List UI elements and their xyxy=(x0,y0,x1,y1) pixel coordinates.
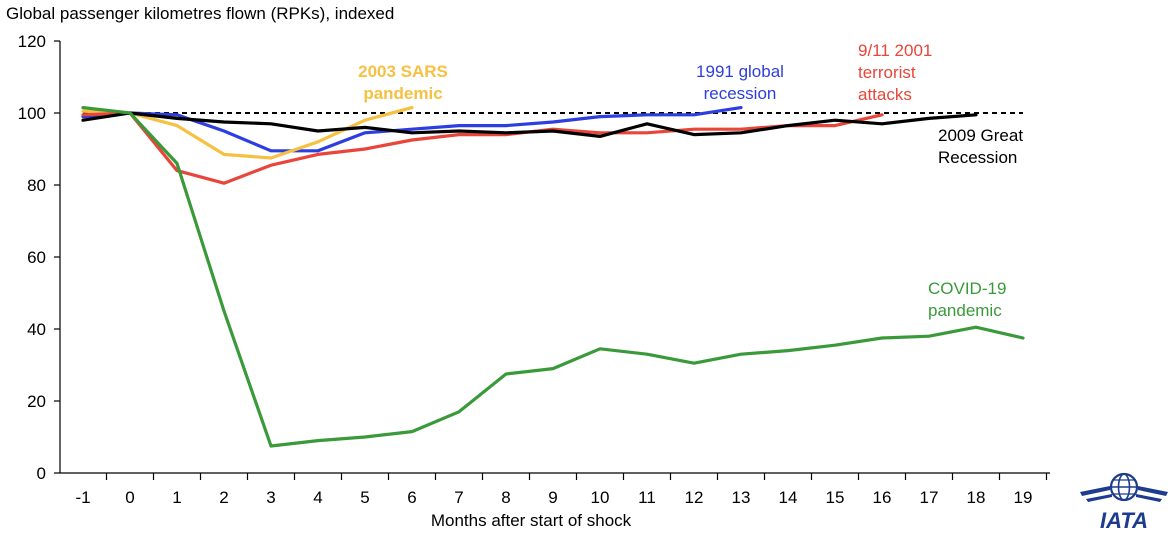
series-label-4: COVID-19 pandemic xyxy=(928,279,1006,320)
series-label-line: pandemic xyxy=(363,84,442,103)
series-label-line: 2009 Great xyxy=(938,126,1023,145)
y-tick-label: 0 xyxy=(37,464,46,483)
y-tick-label: 80 xyxy=(27,176,46,195)
series-label-line: pandemic xyxy=(928,301,1002,320)
x-tick-label: 16 xyxy=(873,488,892,507)
x-tick-label: 19 xyxy=(1014,488,1033,507)
x-tick-label: 8 xyxy=(501,488,510,507)
x-tick-label: 1 xyxy=(172,488,181,507)
x-tick-label: 5 xyxy=(360,488,369,507)
y-tick-label: 100 xyxy=(18,104,46,123)
y-tick-label: 120 xyxy=(18,32,46,51)
iata-logo: IATA xyxy=(1080,472,1168,533)
x-tick-label: 2 xyxy=(219,488,228,507)
series-line-4 xyxy=(81,105,1025,448)
series-layer xyxy=(81,105,1025,448)
x-tick-label: 4 xyxy=(313,488,322,507)
series-label-line: 1991 global xyxy=(696,62,784,81)
x-tick-label: 0 xyxy=(125,488,134,507)
x-tick-label: 11 xyxy=(638,488,656,507)
y-tick-label: 60 xyxy=(27,248,46,267)
series-label-line: Recession xyxy=(938,148,1017,167)
x-tick-label: 15 xyxy=(826,488,845,507)
x-tick-label: 6 xyxy=(407,488,416,507)
series-label-1: 1991 global recession xyxy=(696,62,784,103)
x-tick-label: 3 xyxy=(266,488,275,507)
x-tick-label: 12 xyxy=(685,488,704,507)
x-tick-label: 7 xyxy=(454,488,463,507)
iata-logo-text: IATA xyxy=(1100,508,1148,533)
series-label-line: COVID-19 xyxy=(928,279,1006,298)
x-tick-label: 17 xyxy=(920,488,939,507)
globe-icon xyxy=(1080,472,1168,502)
x-tick-label: -1 xyxy=(75,488,90,507)
series-line-3 xyxy=(81,111,978,138)
y-tick-label: 20 xyxy=(27,392,46,411)
x-tick-label: 13 xyxy=(732,488,751,507)
series-label-line: attacks xyxy=(858,85,912,104)
x-tick-label: 18 xyxy=(967,488,986,507)
series-line-2 xyxy=(81,111,884,185)
x-tick-label: 9 xyxy=(548,488,557,507)
series-labels: 2003 SARS pandemic 1991 global recession 9/1… xyxy=(358,41,1023,320)
x-tick-label: 14 xyxy=(779,488,798,507)
series-label-line: terrorist xyxy=(858,63,916,82)
series-label-line: 2003 SARS xyxy=(358,62,448,81)
series-label-line: recession xyxy=(704,84,777,103)
series-label-3: 2009 Great Recession xyxy=(938,126,1023,167)
series-label-2: 9/11 2001 terrorist attacks xyxy=(858,41,932,104)
chart-title: Global passenger kilometres flown (RPKs)… xyxy=(6,4,394,23)
y-tick-label: 40 xyxy=(27,320,46,339)
series-label-0: 2003 SARS pandemic xyxy=(358,62,448,103)
series-label-line: 9/11 2001 xyxy=(858,41,932,60)
x-axis-title: Months after start of shock xyxy=(431,511,632,530)
x-tick-label: 10 xyxy=(591,488,610,507)
